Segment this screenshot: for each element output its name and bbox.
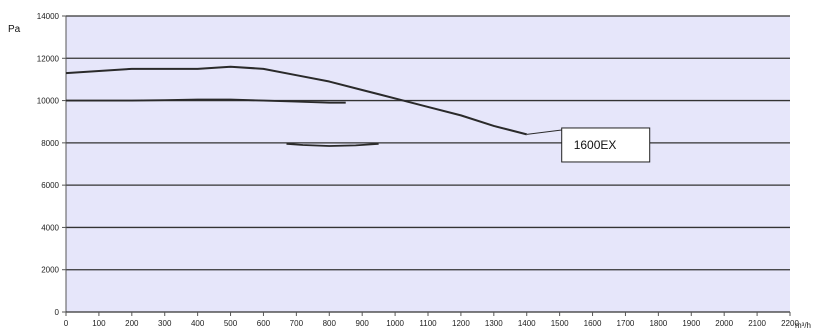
y-tick-label: 6000 bbox=[41, 181, 59, 190]
annotation-label: 1600EX bbox=[574, 138, 617, 152]
x-tick-label: 800 bbox=[323, 319, 337, 328]
x-tick-label: 1700 bbox=[617, 319, 635, 328]
x-tick-label: 700 bbox=[290, 319, 304, 328]
x-tick-label: 2200 bbox=[781, 319, 799, 328]
x-tick-label: 900 bbox=[356, 319, 370, 328]
y-tick-labels: 0 2000 4000 6000 8000 10000 12000 14000 bbox=[37, 12, 66, 317]
x-tick-label: 0 bbox=[64, 319, 69, 328]
x-tick-label: 1300 bbox=[485, 319, 503, 328]
x-tick-label: 400 bbox=[191, 319, 205, 328]
x-tick-label: 2000 bbox=[715, 319, 733, 328]
series-line bbox=[65, 65, 527, 136]
y-tick-label: 10000 bbox=[37, 97, 60, 106]
series-line bbox=[66, 98, 346, 104]
y-tick-label: 8000 bbox=[41, 139, 59, 148]
x-tick-label: 500 bbox=[224, 319, 238, 328]
x-tick-label: 2100 bbox=[748, 319, 766, 328]
x-tick-label: 1400 bbox=[518, 319, 536, 328]
x-tick-label: 1000 bbox=[386, 319, 404, 328]
x-tick-label: 300 bbox=[158, 319, 172, 328]
y-tick-label: 0 bbox=[55, 308, 60, 317]
series-lines bbox=[65, 65, 527, 147]
x-tick-labels: 0 100 200 300 400 500 600 700 800 900 1000 1100 1200… bbox=[64, 312, 799, 328]
annotations: 1600EX bbox=[526, 127, 651, 163]
y-tick-label: 4000 bbox=[41, 223, 59, 232]
plot-area bbox=[66, 16, 790, 312]
x-tick-label: 200 bbox=[125, 319, 139, 328]
x-tick-label: 1200 bbox=[452, 319, 470, 328]
x-tick-label: 600 bbox=[257, 319, 271, 328]
x-tick-label: 1100 bbox=[419, 319, 437, 328]
annotation-leader bbox=[526, 129, 562, 135]
annotation-box bbox=[561, 127, 651, 163]
x-tick-label: 1900 bbox=[682, 319, 700, 328]
x-axis-unit: m³/h bbox=[795, 321, 811, 330]
y-tick-label: 14000 bbox=[37, 12, 60, 21]
y-axis-unit: Pa bbox=[8, 24, 21, 35]
x-tick-label: 100 bbox=[92, 319, 106, 328]
y-tick-label: 12000 bbox=[37, 54, 60, 63]
series-line bbox=[286, 143, 379, 147]
x-tick-label: 1800 bbox=[649, 319, 667, 328]
x-tick-label: 1500 bbox=[551, 319, 569, 328]
y-tick-label: 2000 bbox=[41, 266, 59, 275]
x-tick-label: 1600 bbox=[584, 319, 602, 328]
